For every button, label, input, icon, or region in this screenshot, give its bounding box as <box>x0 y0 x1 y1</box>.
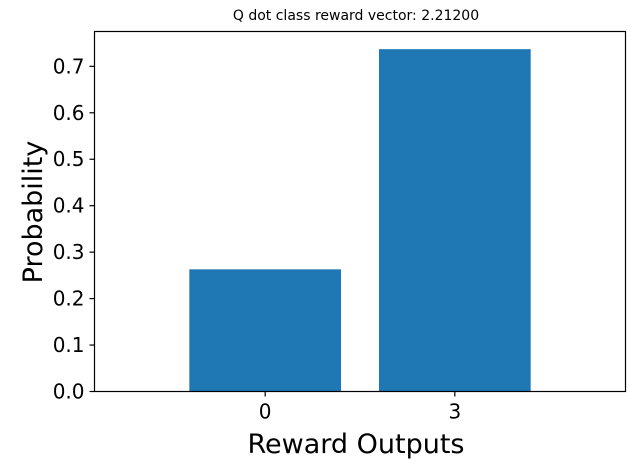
x-tick-label: 3 <box>448 400 461 424</box>
y-tick-label: 0.6 <box>53 101 85 125</box>
bar-3 <box>378 49 531 392</box>
y-tick-label: 0.1 <box>53 333 85 357</box>
x-tick-label: 0 <box>259 400 272 424</box>
chart-title: Q dot class reward vector: 2.21200 <box>233 8 479 24</box>
y-tick-label: 0.5 <box>53 147 85 171</box>
plot-frame <box>93 30 627 393</box>
y-axis-label: Probability <box>18 141 49 284</box>
y-tick-label: 0.4 <box>53 194 85 218</box>
x-axis-label: Reward Outputs <box>248 429 465 460</box>
bar-0 <box>189 269 342 392</box>
y-tick-label: 0.3 <box>53 240 85 264</box>
y-tick-label: 0.7 <box>53 54 85 78</box>
y-tick-label: 0.0 <box>53 380 85 404</box>
y-tick-label: 0.2 <box>53 287 85 311</box>
bars-group <box>189 49 531 392</box>
y-axis-ticks: 0.0 0.1 0.2 0.3 0.4 0.5 0.6 0.7 <box>53 54 95 404</box>
